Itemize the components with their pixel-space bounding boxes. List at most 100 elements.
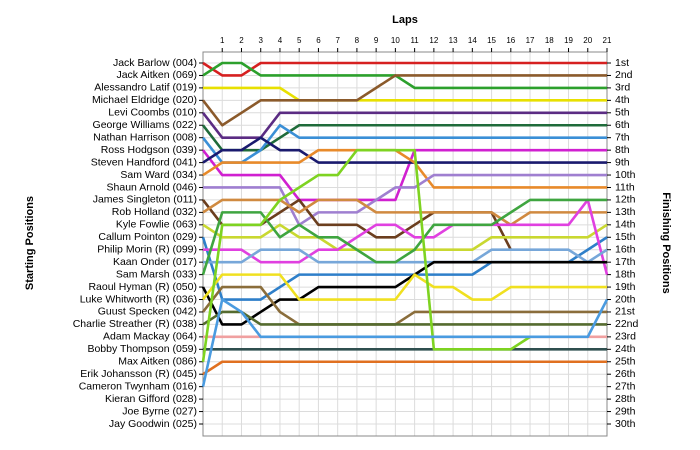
finish-label: 8th <box>615 144 630 156</box>
x-tick-label: 16 <box>506 36 515 45</box>
driver-line <box>203 198 609 275</box>
finish-label: 6th <box>615 119 630 131</box>
driver-line <box>203 86 607 102</box>
start-label: Michael Eldridge (020) <box>92 94 197 106</box>
finish-label: 1st <box>615 57 629 69</box>
driver-line <box>202 61 607 77</box>
x-tick-label: 14 <box>468 36 477 45</box>
x-tick-label: 4 <box>278 36 283 45</box>
x-tick-label: 13 <box>449 36 458 45</box>
start-label: Philip Morin (R) (099) <box>97 244 197 256</box>
driver-line <box>201 123 607 164</box>
driver-line <box>201 285 607 326</box>
x-tick-label: 20 <box>583 36 592 45</box>
driver-line <box>201 273 607 301</box>
start-label: Ross Hodgson (039) <box>101 144 197 156</box>
plot-frame <box>202 51 608 437</box>
start-label: Erik Johansson (R) (045) <box>80 368 197 380</box>
finish-label: 2nd <box>615 69 633 81</box>
start-label: Sam Marsh (033) <box>116 268 197 280</box>
start-label: Luke Whitworth (R) (036) <box>80 293 197 305</box>
finish-label: 13th <box>615 206 636 218</box>
driver-line <box>202 198 607 227</box>
finish-label: 20th <box>615 293 636 305</box>
start-label: Jack Aitken (069) <box>116 69 197 81</box>
x-tick-label: 17 <box>526 36 535 45</box>
driver-line <box>202 360 607 376</box>
start-label: Kaan Onder (017) <box>113 256 197 268</box>
start-label: Jay Goodwin (025) <box>109 418 197 430</box>
driver-line <box>201 298 609 387</box>
finish-label: 14th <box>615 219 636 231</box>
finish-label: 27th <box>615 380 636 392</box>
driver-line <box>202 61 607 90</box>
x-tick-label: 5 <box>297 36 302 45</box>
start-label: Adam Mackay (064) <box>103 331 197 343</box>
x-tick-label: 2 <box>239 36 244 45</box>
driver-line <box>202 148 607 189</box>
finish-label: 28th <box>615 393 636 405</box>
finish-label: 16th <box>615 244 636 256</box>
finish-label: 26th <box>615 368 636 380</box>
start-label: Max Aitken (086) <box>118 356 197 368</box>
start-label: Charlie Streather (R) (038) <box>73 318 197 330</box>
start-label: Kyle Fowlie (063) <box>116 219 197 231</box>
finish-label: 12th <box>615 194 636 206</box>
start-label: Rob Holland (032) <box>112 206 197 218</box>
start-label: Levi Coombs (010) <box>108 107 197 119</box>
start-label: Bobby Thompson (059) <box>87 343 197 355</box>
start-label: Alessandro Latif (019) <box>94 82 197 94</box>
driver-line <box>201 74 607 127</box>
x-tick-label: 21 <box>603 36 612 45</box>
finish-label: 17th <box>615 256 636 268</box>
start-label: Jack Barlow (004) <box>113 57 197 69</box>
driver-line <box>203 173 607 227</box>
finish-label: 9th <box>615 156 630 168</box>
driver-line <box>201 111 607 139</box>
x-tick-label: 3 <box>258 36 263 45</box>
driver-line <box>202 136 607 164</box>
x-tick-label: 1 <box>220 36 225 45</box>
x-tick-label: 15 <box>487 36 496 45</box>
start-label: Steven Handford (041) <box>91 156 197 168</box>
start-label: Joe Byrne (027) <box>122 405 197 417</box>
start-label: Shaun Arnold (046) <box>107 181 197 193</box>
chart-title: Laps <box>392 14 418 26</box>
finish-label: 7th <box>615 131 630 143</box>
driver-line <box>202 223 608 252</box>
finish-label: 3rd <box>615 82 630 94</box>
finish-label: 4th <box>615 94 630 106</box>
driver-line <box>201 148 607 202</box>
x-tick-label: 12 <box>429 36 438 45</box>
finish-label: 5th <box>615 107 630 119</box>
driver-line <box>201 148 531 362</box>
finish-label: 18th <box>615 268 636 280</box>
x-tick-label: 6 <box>316 36 321 45</box>
start-label: George Williams (022) <box>93 119 197 131</box>
driver-line <box>202 310 607 326</box>
start-label: Kieran Gifford (028) <box>105 393 197 405</box>
finish-label: 25th <box>615 356 636 368</box>
x-tick-label: 9 <box>374 36 379 45</box>
start-label: Nathan Harrison (008) <box>93 131 197 143</box>
start-label: Callum Pointon (029) <box>98 231 197 243</box>
x-tick-label: 19 <box>564 36 573 45</box>
x-tick-label: 18 <box>545 36 554 45</box>
x-tick-label: 10 <box>391 36 400 45</box>
driver-line <box>203 248 608 264</box>
finish-label: 10th <box>615 169 636 181</box>
finish-label: 21st <box>615 306 635 318</box>
finish-label: 23rd <box>615 331 636 343</box>
finish-label: 11th <box>615 181 635 193</box>
finish-label: 29th <box>615 405 636 417</box>
start-label: Guust Specken (042) <box>98 306 197 318</box>
finish-label: 22nd <box>615 318 639 330</box>
driver-line <box>201 198 607 276</box>
start-label: Raoul Hyman (R) (050) <box>88 281 197 293</box>
driver-line <box>201 260 607 326</box>
left-axis-title: Starting Positions <box>24 196 36 290</box>
finish-label: 24th <box>615 343 636 355</box>
start-label: Cameron Twynham (016) <box>79 380 197 392</box>
x-tick-label: 7 <box>335 36 340 45</box>
